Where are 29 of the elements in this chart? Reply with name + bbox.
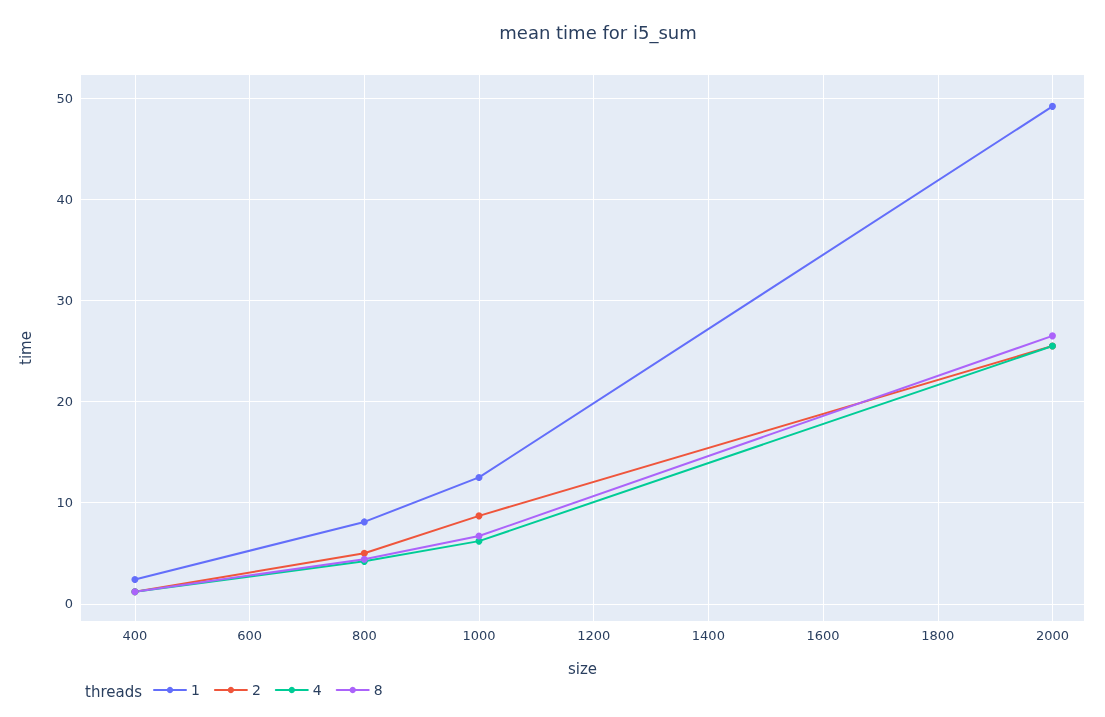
legend-label: 1 (191, 682, 200, 698)
x-tick-label: 1200 (577, 628, 611, 643)
x-axis-title: size (567, 659, 598, 678)
y-axis-title: time (16, 331, 35, 365)
chart-title: mean time for i5_sum (499, 21, 697, 44)
x-tick-label: 2000 (1035, 628, 1070, 643)
legend-label: 8 (373, 682, 383, 698)
x-tick-label: 800 (351, 628, 377, 643)
x-tick-label: 1800 (921, 628, 955, 643)
y-tick-label: 50 (56, 90, 73, 106)
legend-label: 2 (251, 682, 261, 698)
x-tick-label: 400 (122, 628, 148, 643)
y-tick-label: 30 (56, 292, 73, 308)
point (1048, 332, 1056, 340)
y-tick-label: 40 (56, 191, 73, 207)
x-tick-label: 600 (237, 628, 263, 643)
point (1048, 102, 1056, 110)
point (360, 518, 368, 526)
point (475, 473, 483, 481)
point (131, 576, 139, 584)
point (360, 549, 368, 557)
y-tick-label: 20 (56, 394, 73, 410)
x-tick-label: 1000 (462, 628, 496, 643)
legend-title: threads (85, 682, 143, 701)
x-tick-label: 1600 (806, 628, 840, 643)
legend-label: 4 (312, 682, 322, 698)
y-tick-label: 10 (56, 495, 73, 511)
x-tick-label: 1400 (691, 628, 725, 643)
y-tick-label: 0 (64, 596, 73, 612)
